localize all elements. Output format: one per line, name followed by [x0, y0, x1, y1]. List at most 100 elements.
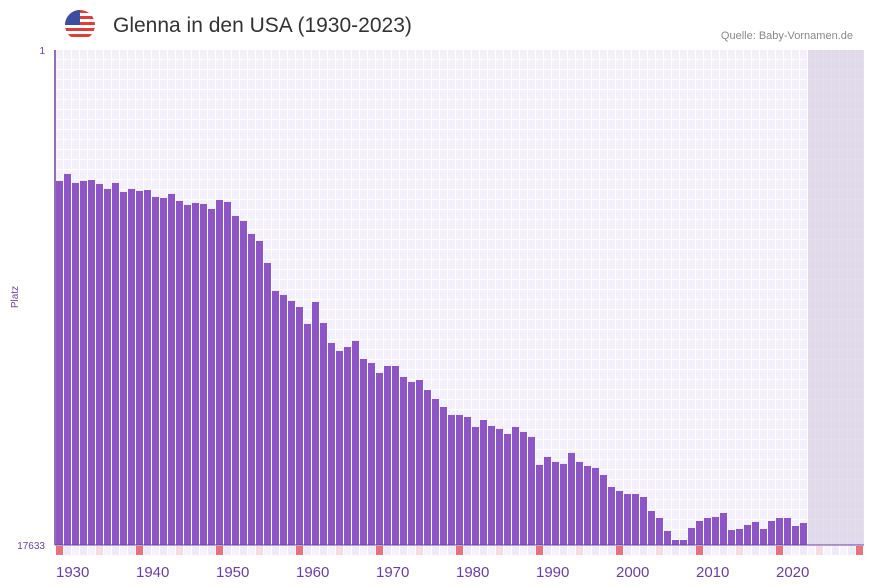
bar-1934[interactable] — [88, 179, 95, 545]
bar-1984[interactable] — [488, 425, 495, 545]
bar-2011[interactable] — [704, 517, 711, 545]
bar-1950[interactable] — [216, 199, 223, 545]
bar-1965[interactable] — [336, 350, 343, 545]
bar-1980[interactable] — [456, 414, 463, 545]
bar-1981[interactable] — [464, 416, 471, 545]
bar-2012[interactable] — [712, 517, 719, 545]
bar-1970[interactable] — [376, 372, 383, 545]
bar-1946[interactable] — [184, 204, 191, 545]
bar-1989[interactable] — [528, 436, 535, 545]
bar-1975[interactable] — [416, 379, 423, 545]
bar-1986[interactable] — [504, 433, 511, 545]
bar-1957[interactable] — [272, 290, 279, 545]
source-link[interactable]: Quelle: Baby-Vornamen.de — [720, 30, 853, 42]
bar-1935[interactable] — [96, 183, 103, 545]
bar-2022[interactable] — [792, 525, 799, 545]
bar-1959[interactable] — [288, 300, 295, 545]
bar-1944[interactable] — [168, 193, 175, 545]
bar-1973[interactable] — [400, 376, 407, 545]
bar-1987[interactable] — [512, 426, 519, 545]
bar-1995[interactable] — [576, 461, 583, 545]
bar-1977[interactable] — [432, 398, 439, 545]
bar-2016[interactable] — [744, 524, 751, 545]
bar-2000[interactable] — [616, 490, 623, 545]
year-strip-cell — [256, 546, 263, 555]
bar-1960[interactable] — [296, 306, 303, 545]
bar-1939[interactable] — [128, 188, 135, 546]
bar-1983[interactable] — [480, 419, 487, 545]
bar-1993[interactable] — [560, 463, 567, 545]
bar-1996[interactable] — [584, 465, 591, 545]
bar-1979[interactable] — [448, 414, 455, 545]
bar-1955[interactable] — [256, 240, 263, 545]
bar-1982[interactable] — [472, 426, 479, 545]
bar-1947[interactable] — [192, 202, 199, 546]
bar-1972[interactable] — [392, 365, 399, 545]
bar-2007[interactable] — [672, 540, 679, 545]
bar-2013[interactable] — [720, 513, 727, 545]
bar-2001[interactable] — [624, 493, 631, 545]
bar-2009[interactable] — [688, 527, 695, 545]
bar-1976[interactable] — [424, 389, 431, 545]
bar-1931[interactable] — [64, 173, 71, 545]
bar-1952[interactable] — [232, 215, 239, 545]
bar-2019[interactable] — [768, 520, 775, 545]
bar-1974[interactable] — [408, 381, 415, 545]
bar-2021[interactable] — [784, 517, 791, 545]
bar-1962[interactable] — [312, 301, 319, 545]
bar-1933[interactable] — [80, 180, 87, 545]
bar-2017[interactable] — [752, 521, 759, 545]
bar-2014[interactable] — [728, 529, 735, 545]
bar-1966[interactable] — [344, 346, 351, 545]
bar-1930[interactable] — [56, 180, 63, 545]
bar-1999[interactable] — [608, 486, 615, 545]
bar-1941[interactable] — [144, 189, 151, 545]
bar-1971[interactable] — [384, 365, 391, 545]
bar-2005[interactable] — [656, 517, 663, 545]
bar-2023[interactable] — [800, 522, 807, 545]
year-strip-cell — [576, 546, 583, 555]
bar-1948[interactable] — [200, 203, 207, 545]
bar-2018[interactable] — [760, 528, 767, 545]
bar-1967[interactable] — [352, 340, 359, 545]
bar-1997[interactable] — [592, 467, 599, 545]
bar-2006[interactable] — [664, 530, 671, 545]
bar-2015[interactable] — [736, 528, 743, 545]
bar-1990[interactable] — [536, 464, 543, 545]
bar-1964[interactable] — [328, 342, 335, 545]
bar-1954[interactable] — [248, 233, 255, 546]
bar-1985[interactable] — [496, 428, 503, 545]
bar-1943[interactable] — [160, 197, 167, 545]
bar-1956[interactable] — [264, 262, 271, 545]
bar-1969[interactable] — [368, 362, 375, 545]
bar-1945[interactable] — [176, 200, 183, 545]
bar-1994[interactable] — [568, 452, 575, 545]
bar-1991[interactable] — [544, 456, 551, 545]
bar-1961[interactable] — [304, 323, 311, 545]
bar-1949[interactable] — [208, 208, 215, 545]
bar-1936[interactable] — [104, 188, 111, 546]
bar-2008[interactable] — [680, 540, 687, 545]
bar-1932[interactable] — [72, 182, 79, 545]
bar-1937[interactable] — [112, 182, 119, 545]
bar-2003[interactable] — [640, 496, 647, 545]
bar-2004[interactable] — [648, 511, 655, 545]
bar-1942[interactable] — [152, 196, 159, 545]
bar-1938[interactable] — [120, 191, 127, 545]
bar-2020[interactable] — [776, 517, 783, 545]
x-tick-label: 1960 — [296, 564, 329, 581]
bar-1953[interactable] — [240, 220, 247, 545]
bar-2010[interactable] — [696, 520, 703, 545]
bar-1998[interactable] — [600, 474, 607, 545]
bar-1978[interactable] — [440, 406, 447, 545]
bar-1968[interactable] — [360, 358, 367, 545]
bar-1958[interactable] — [280, 294, 287, 545]
bar-1992[interactable] — [552, 461, 559, 545]
bar-1951[interactable] — [224, 201, 231, 545]
bar-1963[interactable] — [320, 322, 327, 545]
year-strip-cell — [352, 546, 359, 555]
year-strip-cell — [528, 546, 535, 555]
bar-1988[interactable] — [520, 431, 527, 545]
bar-2002[interactable] — [632, 493, 639, 545]
bar-1940[interactable] — [136, 190, 143, 545]
